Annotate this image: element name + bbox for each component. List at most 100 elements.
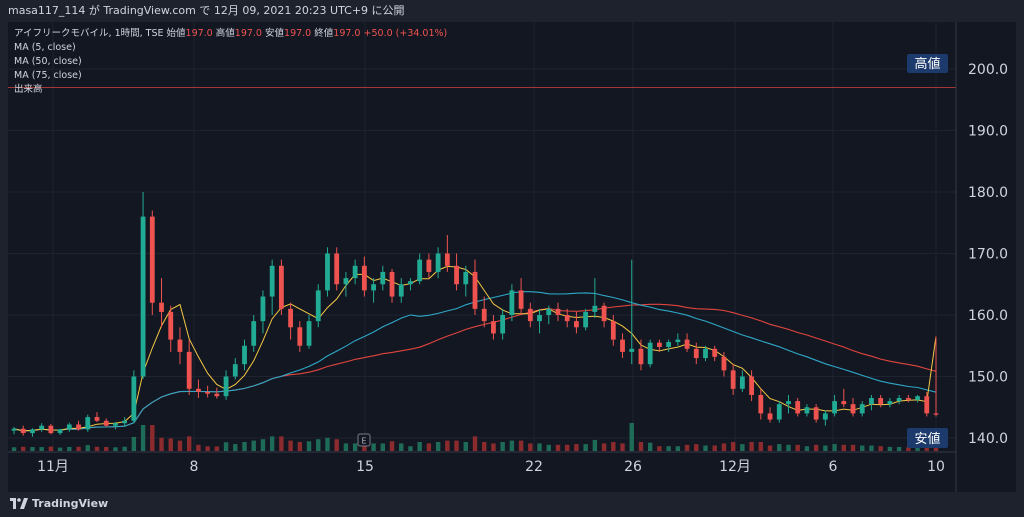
change-value: +50.0 (+34.01%) [363,28,448,39]
price-chart[interactable]: 200.0 190.0 180.0 170.0 160.0 150.0 140.0 11月 8… [8,22,1016,492]
candle-body-19 [186,351,192,389]
candle-body-18 [177,339,183,352]
volume-bar-56 [528,443,533,451]
candle-body-61 [574,321,579,328]
volume-bar-87 [813,444,819,451]
volume-bar-89 [832,444,837,451]
volume-bar-1 [21,446,26,451]
volume-bar-60 [565,444,570,451]
volume-bar-36 [343,443,349,451]
candle-body-43 [408,281,413,285]
time-tick-3: 22 [525,459,543,475]
volume-bar-53 [500,442,505,451]
high-tag-label: 高値 [914,56,940,72]
candle-body-3 [39,425,45,430]
volume-bar-15 [150,425,155,451]
candle-body-86 [804,407,810,414]
candle-body-16 [159,302,164,312]
candle-body-22 [214,393,220,397]
candle-body-7 [76,424,81,430]
volume-bar-32 [306,441,312,451]
volume-bar-65 [611,442,616,451]
footer-bar [0,492,1024,517]
volume-bar-13 [131,436,137,451]
volume-bar-78 [730,442,736,451]
volume-bar-59 [555,444,561,451]
volume-bar-11 [113,447,118,451]
candle-body-69 [647,342,653,365]
time-tick-1: 8 [190,459,199,475]
candle-body-79 [739,376,745,389]
candle-body-58 [546,308,552,315]
volume-bar-90 [841,444,846,451]
candle-body-91 [850,404,856,414]
volume-bar-97 [906,447,911,451]
candle-body-62 [583,311,589,328]
volume-bar-57 [537,443,542,451]
volume-bar-20 [196,444,201,451]
ma5-legend[interactable]: MA (5, close) [14,42,76,53]
chart-legend: アイフリークモバイル, 1時間, TSE 始値197.0 高値197.0 安値1… [14,27,447,97]
volume-bar-71 [666,446,671,451]
candle-body-26 [251,321,257,346]
volume-bar-48 [454,440,459,451]
candle-body-1 [20,428,26,434]
volume-bar-61 [574,444,579,451]
candle-body-41 [389,271,395,297]
grid-lines [8,22,956,452]
volume-bar-26 [251,440,256,451]
volume-bar-77 [721,443,727,451]
candle-body-4 [48,425,54,434]
high-value: 197.0 [234,28,262,39]
volume-bar-92 [860,445,865,451]
volume-bar-19 [186,436,192,451]
candle-body-67 [629,348,635,352]
volume-bar-28 [269,436,275,451]
volume-bar-84 [786,444,791,451]
volume-bar-68 [638,442,644,451]
price-axis[interactable]: 200.0 190.0 180.0 170.0 160.0 150.0 140.0 [968,62,1008,447]
volume-bar-6 [67,446,72,451]
ma75-legend[interactable]: MA (75, close) [14,70,82,81]
time-tick-7: 10 [927,459,945,475]
price-tick-6: 140.0 [968,431,1008,447]
candle-body-29 [278,265,284,309]
candle-body-10 [103,420,109,426]
volume-bar-5 [57,447,63,451]
time-axis[interactable]: 11月 8 15 22 26 12月 6 10 [37,459,945,475]
candle-body-95 [887,401,893,405]
volume-bar-30 [288,440,293,451]
publish-header: masa117_114 が TradingView.com で 12月 09, … [0,0,1024,22]
earnings-marker[interactable]: E [357,433,371,447]
candle-body-35 [334,253,340,285]
high-tag: 高値 [907,54,948,73]
ma50-legend[interactable]: MA (50, close) [14,56,82,67]
volume-bar-39 [371,443,376,451]
candle-body-31 [297,327,303,346]
time-tick-5: 12月 [719,459,751,475]
candle-body-100 [933,413,939,415]
volume-bar-69 [647,442,653,451]
candle-body-32 [306,321,312,346]
volume-bar-70 [657,446,662,451]
volume-bar-94 [878,446,883,451]
volume-bar-80 [749,442,754,451]
candle-body-42 [398,284,404,297]
tradingview-logo[interactable]: TradingView [10,497,108,510]
candle-body-23 [223,376,229,397]
volume-bar-88 [823,445,828,451]
candle-body-92 [859,404,865,414]
volume-legend[interactable]: 出来高 [14,84,43,95]
candle-body-27 [260,296,266,322]
tradingview-logo-icon [10,497,28,509]
chart-frame [8,22,1016,492]
volume-bar-43 [408,446,413,451]
candle-body-76 [712,348,718,357]
volume-bar-86 [804,446,810,451]
volume-bar-81 [758,442,764,451]
volume-bar-29 [279,436,284,451]
volume-bar-55 [518,440,524,451]
volume-bar-8 [85,445,90,451]
volume-bar-63 [592,439,598,451]
candle-body-56 [527,308,533,322]
